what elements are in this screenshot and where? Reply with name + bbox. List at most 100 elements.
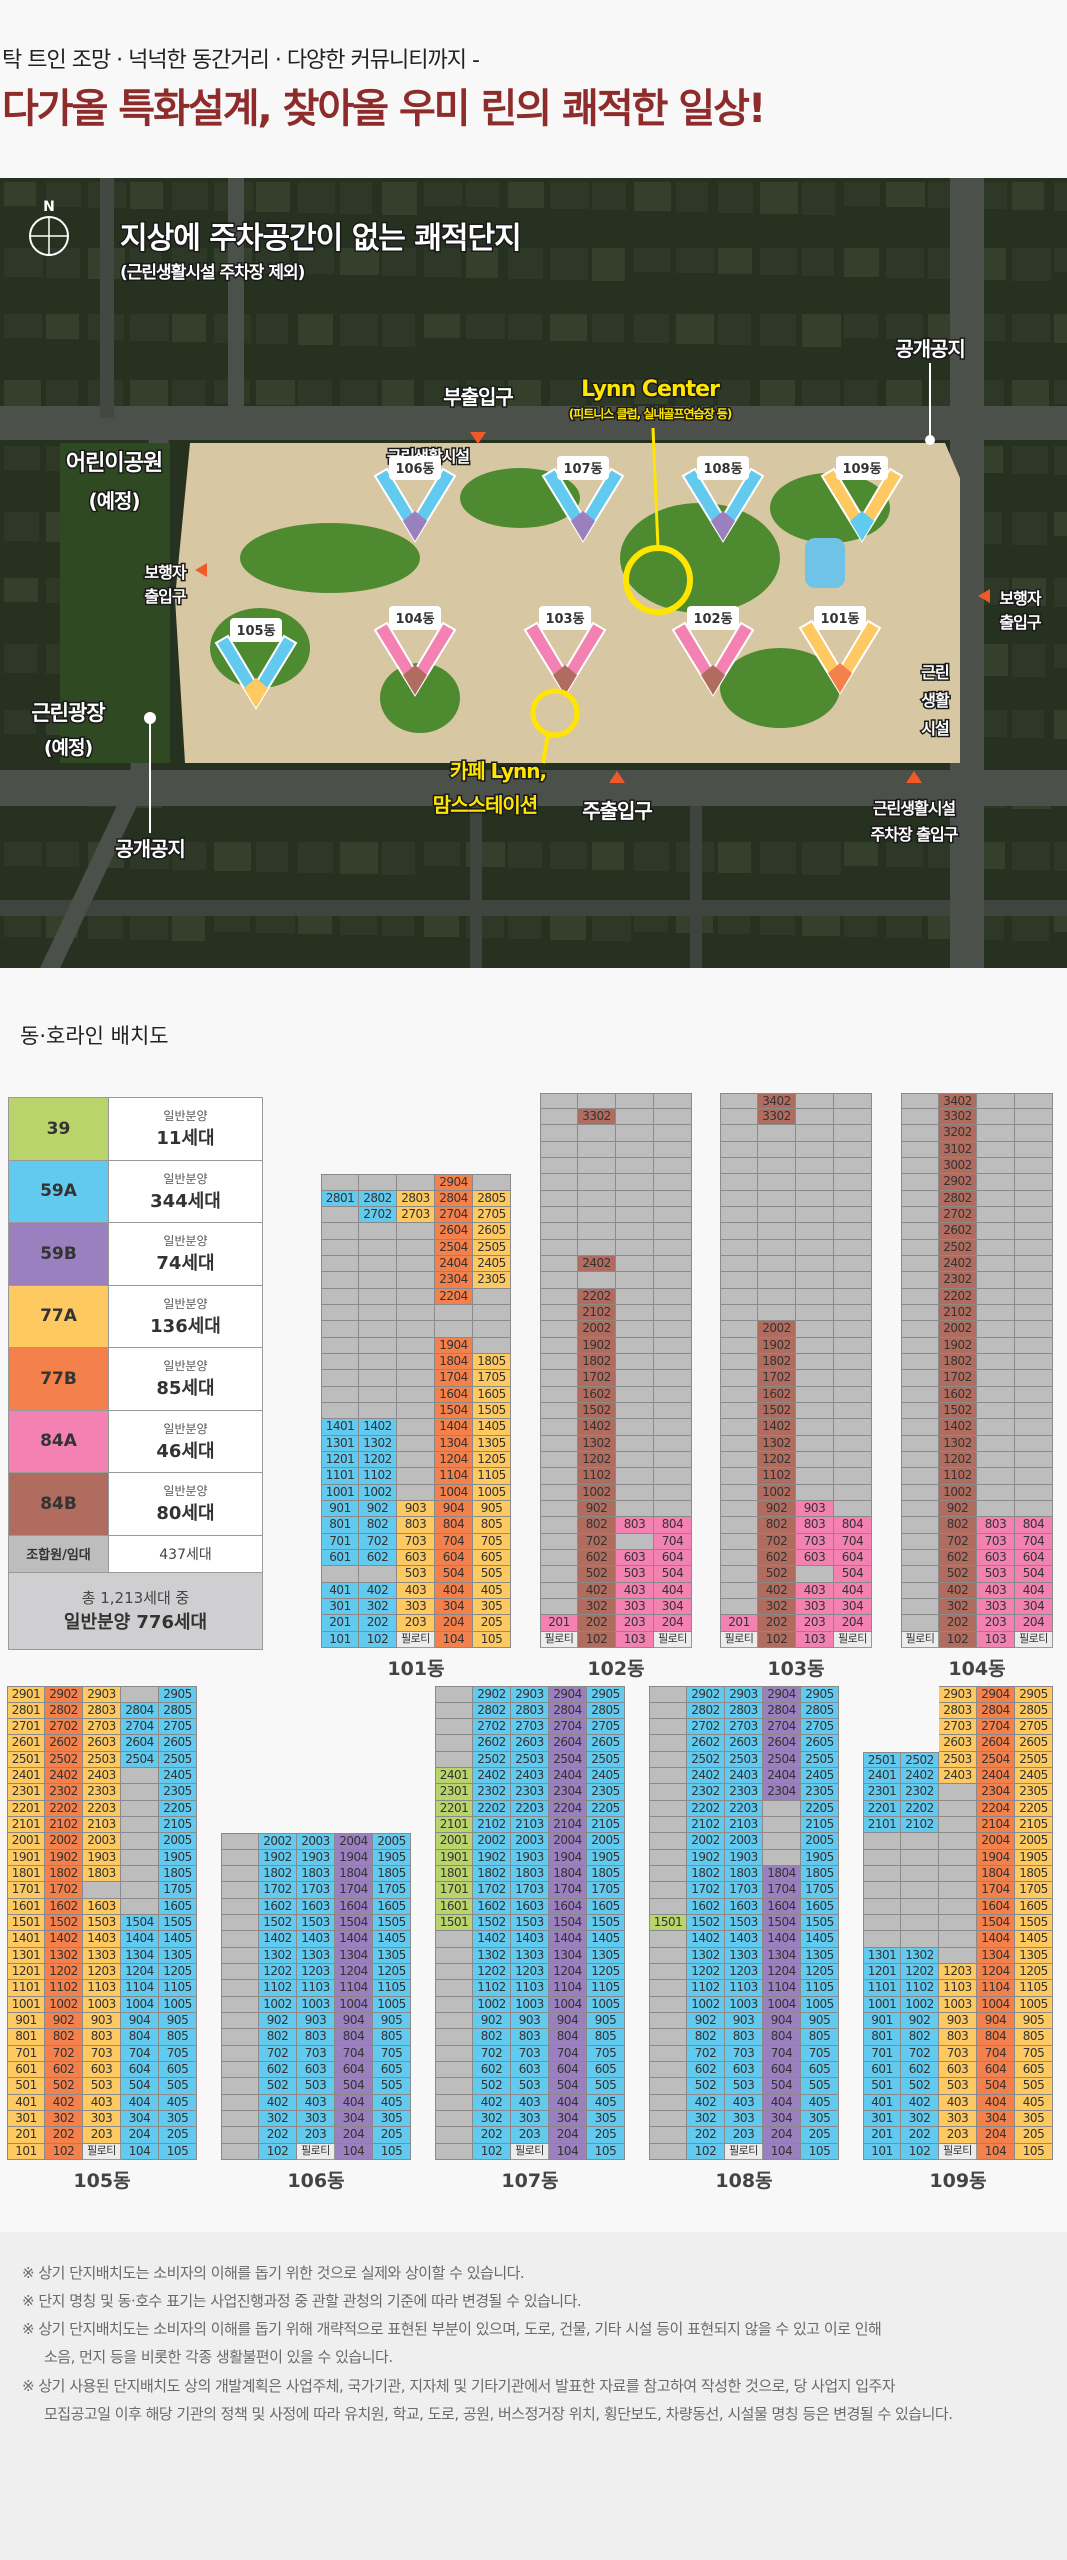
unit-cell: 1804 [977,1866,1015,1883]
unit-cell: 504 [435,1566,473,1583]
unit-cell: 1202 [901,1964,939,1981]
unit-cell: 2705 [1015,1719,1053,1736]
unit-cell: 1601 [435,1898,473,1916]
facility-right-label: 생활 [921,691,950,710]
member-unit-cell [654,1256,692,1273]
unit-cell: 1102 [758,1468,796,1485]
map-building-label: 104동 [389,606,441,630]
unit-cell: 1501 [435,1915,473,1932]
unit-cell: 2503 [939,1751,977,1769]
member-unit-cell [834,1435,872,1453]
unit-cell: 1803 [297,1866,335,1883]
unit-cell: 2901 [7,1686,45,1703]
member-unit-cell [977,1305,1015,1322]
unit-cell: 102 [359,1631,397,1648]
member-unit-cell [834,1174,872,1191]
legend-info: 일반분양 74세대 [109,1223,262,1285]
unit-cell: 1105 [801,1980,839,1997]
member-unit-cell [435,1702,473,1720]
city-block [844,314,878,338]
member-unit-cell [720,1321,758,1338]
member-unit-cell [1015,1305,1053,1322]
unit-cell: 1605 [1015,1898,1053,1916]
unit-cell: 1002 [45,1996,83,2014]
member-unit-cell [540,1272,578,1289]
member-unit-cell [616,1141,654,1159]
unit-cell: 1304 [335,1947,373,1965]
unit-cell: 204 [763,2127,801,2144]
road-south-mid [470,806,482,968]
member-unit-cell [359,1370,397,1387]
unit-cell: 2002 [578,1321,616,1338]
unit-cell: 2504 [977,1751,1015,1769]
member-unit-cell [221,1980,259,1997]
unit-cell: 802 [359,1517,397,1534]
unit-cell: 1404 [121,1931,159,1948]
member-unit-cell [649,2094,687,2111]
unit-cell: 2301 [7,1784,45,1801]
city-block [466,314,505,339]
unit-cell: 1903 [511,1849,549,1867]
city-block [1054,710,1067,739]
unit-cell: 902 [578,1501,616,1518]
member-unit-cell [359,1386,397,1404]
unit-cell: 2205 [1015,1800,1053,1818]
unit-cell: 303 [397,1599,435,1616]
unit-cell: 2703 [511,1719,549,1736]
city-block [802,380,840,408]
unit-cell: 1701 [435,1882,473,1899]
unit-cell: 1603 [511,1898,549,1916]
unit-cell: 1103 [297,1980,335,1997]
city-block [382,248,416,276]
piloti-cell: 필로티 [901,1631,939,1648]
member-unit-cell [435,1980,473,1997]
unit-cell: 1305 [1015,1947,1053,1965]
member-unit-cell [397,1370,435,1387]
ped-entrance-left-label: 보행자 [144,563,186,582]
unit-cell: 2401 [435,1768,473,1785]
member-unit-cell [616,1370,654,1387]
city-block [634,314,669,343]
city-block [634,182,671,211]
member-unit-cell [397,1386,435,1404]
unit-cell: 1905 [801,1849,839,1867]
unit-cell: 2304 [435,1272,473,1289]
unit-cell: 304 [435,1599,473,1616]
member-unit-cell [720,1109,758,1126]
member-unit-cell [397,1468,435,1485]
unit-cell: 403 [616,1582,654,1599]
city-block [256,248,289,273]
member-unit-cell [540,1141,578,1159]
unit-cell: 502 [687,2078,725,2095]
unit-cell: 1705 [1015,1882,1053,1899]
road-south [0,770,1067,806]
unit-cell: 2105 [587,1817,625,1834]
unit-cell: 601 [321,1550,359,1567]
member-unit-cell [796,1370,834,1387]
unit-cell: 902 [45,2013,83,2030]
member-unit-cell [321,1321,359,1338]
member-unit-cell [977,1435,1015,1453]
unit-cell: 1404 [977,1931,1015,1948]
unit-cell: 1103 [83,1980,121,1997]
open-space-label: 공개공지 [115,837,185,861]
unit-cell: 1203 [83,1964,121,1981]
unit-cell: 2602 [687,1735,725,1752]
member-unit-cell [435,1735,473,1752]
unit-cell: 805 [801,2029,839,2046]
city-block [256,842,288,872]
unit-cell: 501 [7,2078,45,2095]
member-unit-cell [834,1484,872,1501]
member-unit-cell [649,1931,687,1948]
member-unit-cell [435,2045,473,2062]
city-block [340,842,378,874]
unit-cell: 2603 [725,1735,763,1752]
unit-cell: 805 [587,2029,625,2046]
member-unit-cell [649,1768,687,1785]
member-unit-cell [540,1239,578,1257]
unit-cell: 1902 [45,1849,83,1867]
compass-icon: N [29,199,69,256]
unit-cell: 303 [616,1598,654,1616]
legend-row-59b: 59B 일반분양 74세대 [9,1223,262,1286]
unit-cell: 2905 [159,1686,197,1703]
